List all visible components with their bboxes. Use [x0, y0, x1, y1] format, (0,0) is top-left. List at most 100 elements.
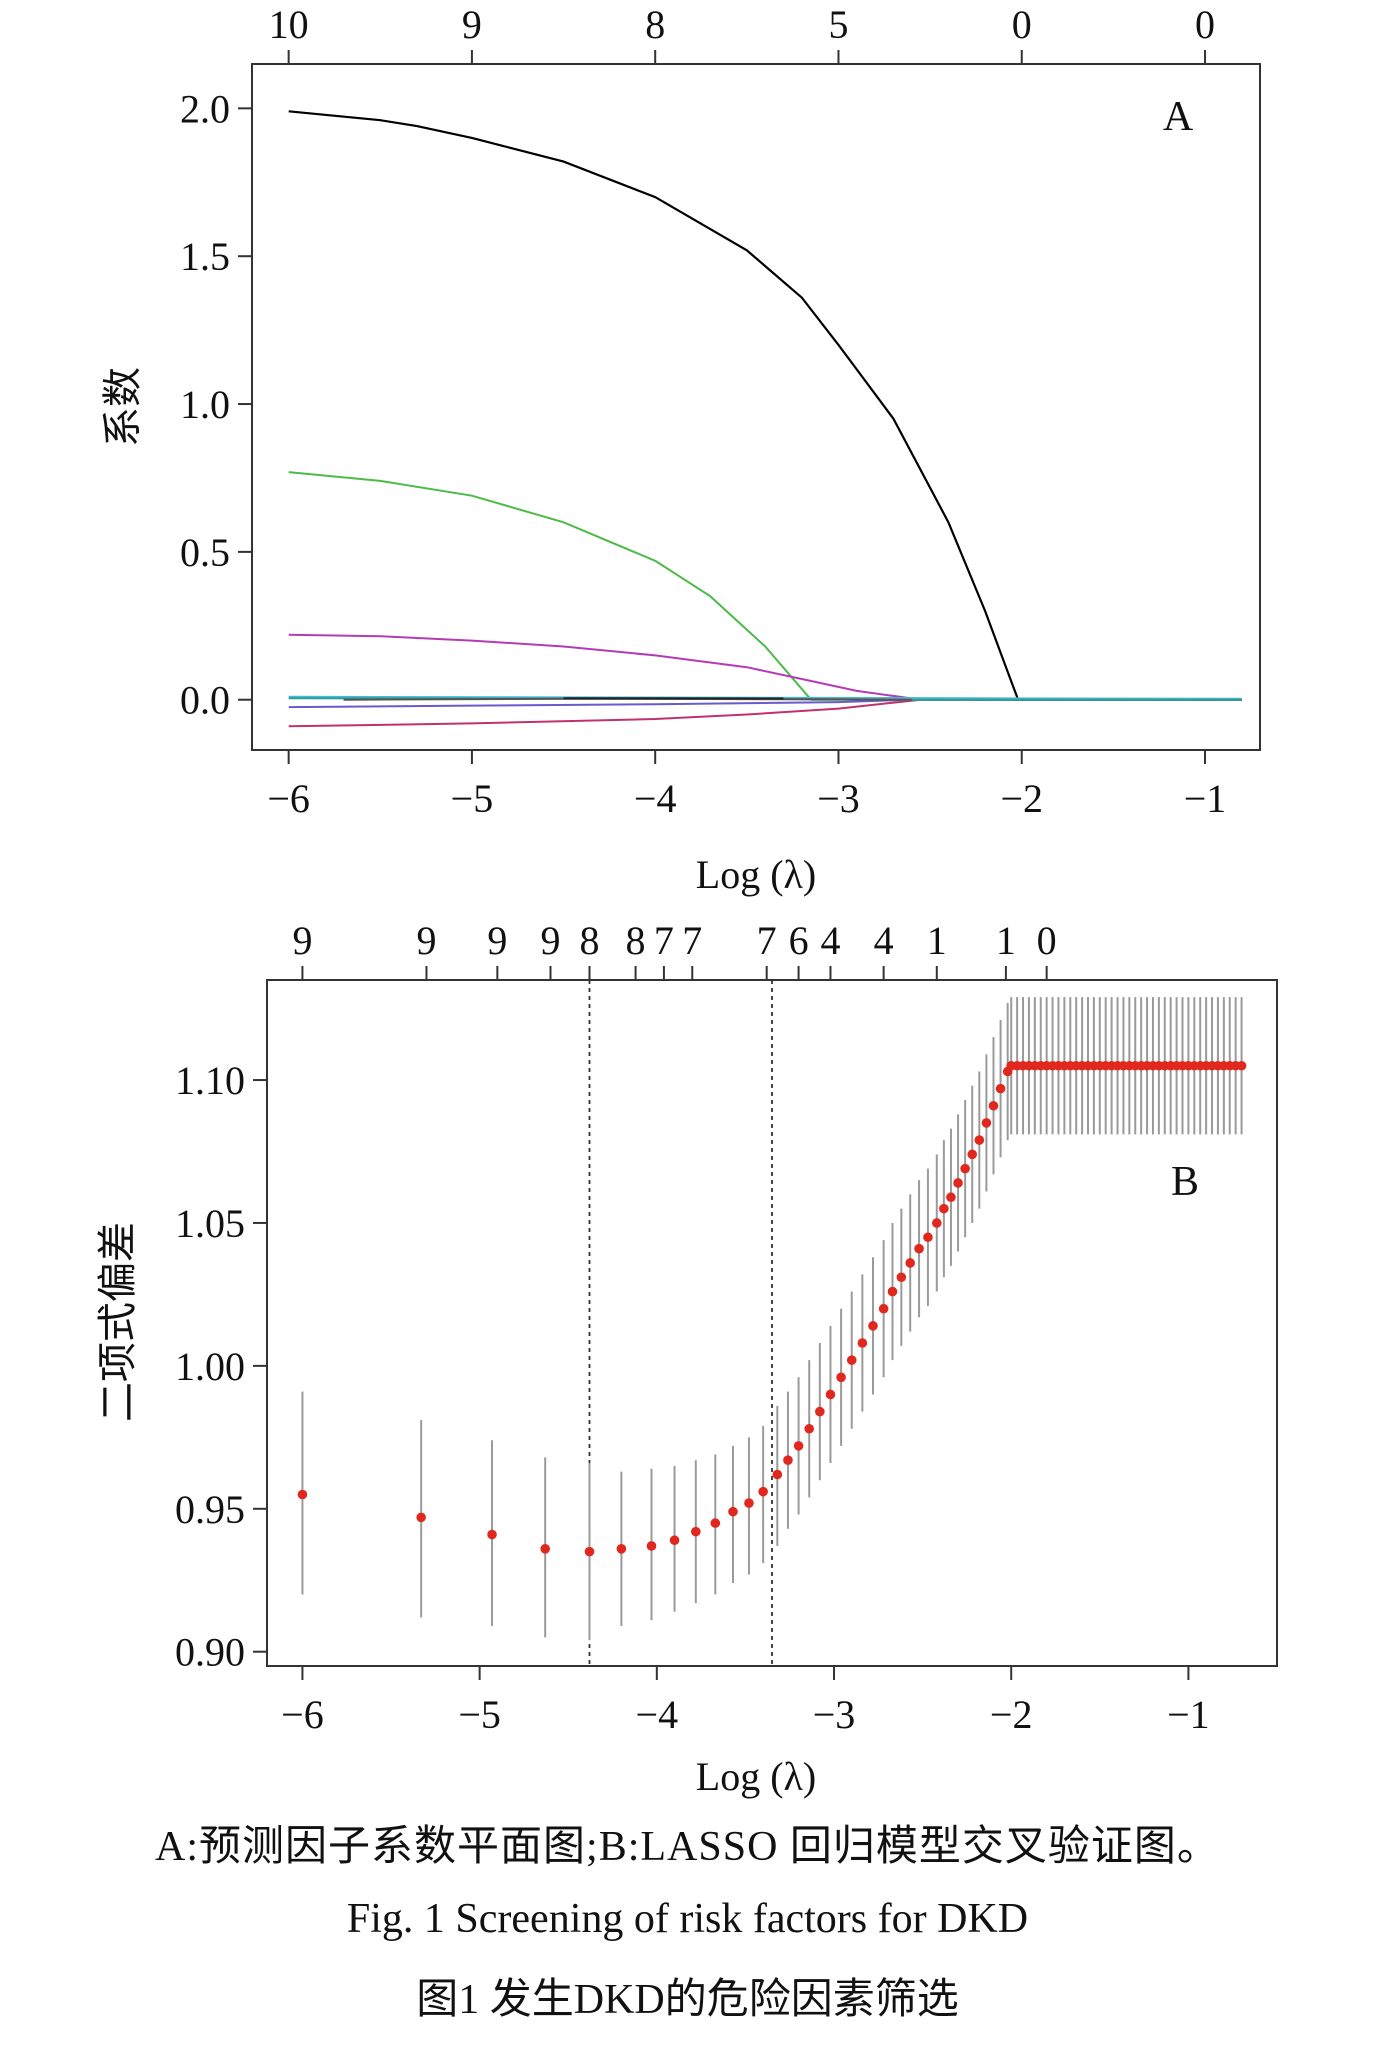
x-tick-label: −1	[1184, 776, 1227, 821]
panel-a-x-ticks: −6 −5 −4 −3 −2 −1	[267, 750, 1226, 821]
top-tick-label: 10	[269, 2, 309, 47]
top-tick-label: 7	[682, 918, 702, 963]
top-tick-label: 8	[579, 918, 599, 963]
y-tick-label: 0.0	[180, 678, 230, 723]
deviance-point	[868, 1321, 878, 1331]
top-tick-label: 8	[645, 2, 665, 47]
top-tick-label: 9	[541, 918, 561, 963]
figure-caption-english: Fig. 1 Screening of risk factors for DKD	[346, 1896, 1029, 1942]
deviance-point	[758, 1486, 768, 1497]
deviance-point	[825, 1389, 836, 1400]
panel-b-plot-frame	[266, 979, 1278, 1667]
x-tick-label: −4	[634, 776, 677, 821]
deviance-point	[772, 1469, 783, 1480]
panel-b-reference-lines	[588, 980, 773, 1666]
x-tick-label: −1	[1167, 1692, 1210, 1737]
y-tick-label: 1.0	[180, 382, 230, 427]
x-tick-label: −3	[817, 776, 860, 821]
panel-a-y-ticks: 0.0 0.5 1.0 1.5 2.0	[180, 86, 252, 723]
deviance-point	[710, 1518, 721, 1528]
coefficient-path-line	[288, 633, 1242, 701]
deviance-point	[728, 1506, 738, 1517]
y-tick-label: 1.05	[175, 1201, 245, 1246]
x-tick-label: −6	[267, 776, 310, 821]
panel-a-plot-frame	[251, 63, 1261, 751]
panel-a-y-axis-label: 系数	[100, 367, 145, 447]
top-tick-label: 4	[820, 918, 840, 963]
top-tick-label: 9	[487, 918, 507, 963]
y-tick-label: 1.00	[175, 1344, 245, 1389]
deviance-point	[946, 1192, 956, 1203]
x-tick-label: −2	[1000, 776, 1043, 821]
top-tick-label: 0	[1012, 2, 1032, 47]
deviance-point	[905, 1258, 916, 1268]
top-tick-label: 0	[1195, 2, 1215, 47]
deviance-point	[744, 1498, 754, 1508]
deviance-point	[974, 1135, 985, 1145]
deviance-point	[691, 1526, 701, 1537]
top-tick-label: 9	[292, 918, 312, 963]
deviance-point	[846, 1355, 857, 1365]
deviance-point	[1236, 1060, 1247, 1071]
deviance-point	[887, 1286, 898, 1297]
deviance-point	[857, 1338, 868, 1348]
deviance-point	[939, 1203, 949, 1214]
top-tick-label: 7	[654, 918, 674, 963]
top-tick-label: 9	[462, 2, 482, 47]
deviance-point	[487, 1529, 497, 1540]
panel-b-label: B	[1171, 1159, 1199, 1205]
top-tick-label: 1	[927, 918, 947, 963]
y-tick-label: 0.90	[175, 1630, 245, 1675]
deviance-point	[953, 1178, 963, 1188]
deviance-point	[896, 1272, 907, 1283]
top-tick-label: 6	[789, 918, 809, 963]
deviance-point	[988, 1100, 999, 1111]
deviance-point	[981, 1118, 992, 1128]
top-tick-label: 1	[996, 918, 1016, 963]
deviance-point	[878, 1303, 889, 1314]
x-tick-label: −5	[451, 776, 494, 821]
panel-b-chart: B Log (λ) 二项式偏差 −6 −5 −4 −3 −2 −1 0.90 0.95 1.0…	[95, 918, 1278, 1799]
panel-b-y-ticks: 0.90 0.95 1.00 1.05 1.10	[175, 1058, 267, 1675]
x-tick-label: −5	[458, 1692, 501, 1737]
deviance-point	[914, 1243, 924, 1254]
y-tick-label: 0.5	[180, 530, 230, 575]
deviance-point	[793, 1441, 804, 1451]
y-tick-label: 1.10	[175, 1058, 245, 1103]
panel-a-x-axis-label: Log (λ)	[696, 852, 816, 897]
deviance-point	[669, 1535, 680, 1546]
figure-caption-abbreviations: A:预测因子系数平面图;B:LASSO 回归模型交叉验证图。	[155, 1824, 1220, 1870]
deviance-point	[960, 1163, 970, 1174]
deviance-point	[783, 1455, 793, 1465]
coefficient-path-line	[288, 698, 1242, 709]
top-tick-label: 7	[757, 918, 777, 963]
deviance-point	[584, 1546, 595, 1557]
deviance-point	[540, 1544, 550, 1554]
y-tick-label: 1.5	[180, 234, 230, 279]
x-tick-label: −4	[636, 1692, 679, 1737]
deviance-point	[297, 1489, 308, 1500]
coefficient-path-line	[288, 110, 1242, 701]
deviance-point	[923, 1232, 933, 1243]
top-tick-label: 5	[828, 2, 848, 47]
deviance-point	[995, 1083, 1006, 1094]
deviance-point	[815, 1406, 825, 1417]
top-tick-label: 0	[1037, 918, 1057, 963]
figure-caption-chinese: 图1 发生DKD的危险因素筛选	[416, 1977, 959, 2023]
y-tick-label: 2.0	[180, 86, 230, 131]
panel-b-x-axis-label: Log (λ)	[696, 1754, 816, 1799]
panel-a-top-ticks: 10 9 8 5 0 0	[269, 2, 1215, 64]
y-tick-label: 0.95	[175, 1487, 245, 1532]
x-tick-label: −2	[990, 1692, 1033, 1737]
deviance-point	[616, 1544, 627, 1554]
deviance-point	[931, 1218, 942, 1228]
top-tick-label: 4	[874, 918, 894, 963]
coefficient-path-line	[288, 471, 1242, 701]
panel-a-label: A	[1163, 94, 1194, 140]
x-tick-label: −6	[281, 1692, 324, 1737]
top-tick-label: 9	[416, 918, 436, 963]
panel-a-chart: A Log (λ) 系数 −6 −5 −4 −3 −2 −1 0.0 0.5 1.0 1.5 2.…	[100, 2, 1261, 897]
deviance-point	[416, 1512, 426, 1523]
